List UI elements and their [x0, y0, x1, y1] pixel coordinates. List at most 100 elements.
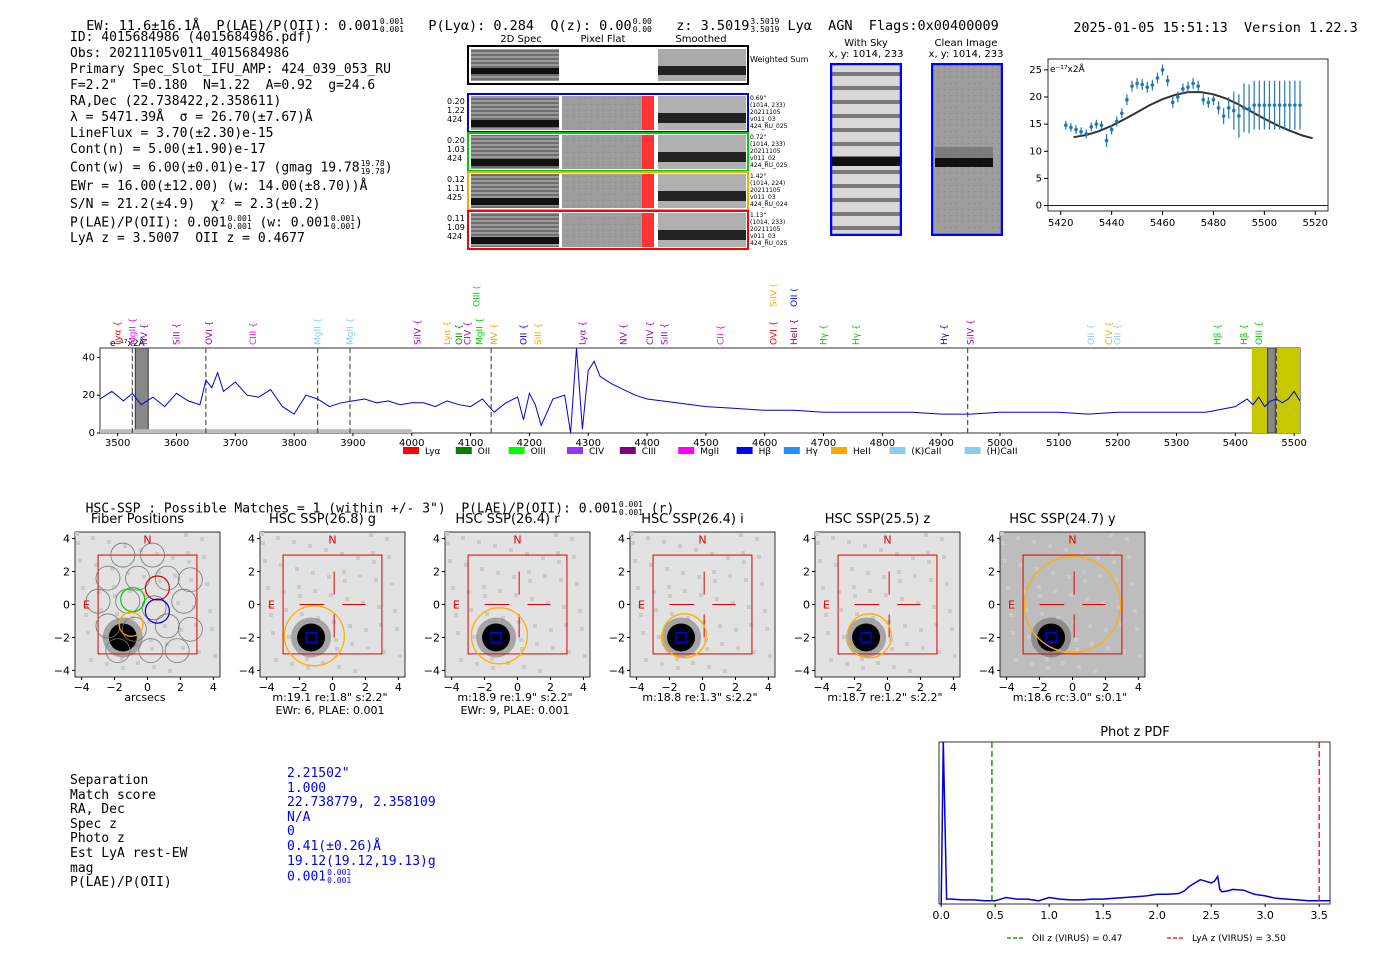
hsc-noise-pixel	[705, 647, 709, 651]
hsc-noise-pixel	[152, 665, 156, 669]
spec-legend-label: CIV	[589, 447, 605, 457]
spec-line-label: NV {	[490, 324, 500, 345]
detection-info: ID: 4015684986 (4015684986.pdf) Obs: 202…	[70, 30, 393, 247]
hsc-search-box	[282, 554, 383, 655]
cutout-2d-trace	[471, 237, 559, 244]
hsc-noise-pixel	[660, 662, 664, 666]
hsc-noise-pixel	[683, 589, 687, 593]
hsc-noise-pixel	[498, 589, 502, 593]
hsc-noise-pixel	[580, 627, 584, 631]
cutout-panel: 2D Spec Pixel Flat Smoothed Weighted Sum…	[447, 34, 809, 250]
hsc-ytick-label: −4	[239, 664, 255, 677]
clean-image	[931, 63, 1003, 236]
cutout-left-stat: 0.20	[447, 136, 465, 145]
hsc-noise-pixel	[91, 536, 95, 540]
hsc-noise-pixel	[97, 590, 101, 594]
hsc-noise-pixel	[755, 537, 759, 541]
hsc-noise-pixel	[538, 669, 542, 673]
hsc-image-background	[444, 531, 591, 678]
hsc-galaxy	[667, 623, 696, 652]
cutout-left-stat: 424	[447, 232, 462, 241]
hsc-xtick-label: 2	[362, 681, 369, 694]
hsc-noise-pixel	[636, 586, 640, 590]
zoom-data-point	[1252, 103, 1256, 107]
spec-xtick-label: 4000	[399, 438, 424, 449]
zoom-ytick-label: 25	[1030, 65, 1042, 76]
spec-legend-label: Hγ	[806, 447, 819, 457]
info-lineflux: LineFlux = 3.70(±2.30)e-15	[70, 126, 274, 141]
hsc-aperture-circle	[283, 605, 346, 667]
hsc-noise-pixel	[279, 563, 283, 567]
cutout-right-stat: (1014, 233)	[750, 102, 785, 109]
hsc-noise-pixel	[139, 548, 143, 552]
hsc-noise-pixel	[953, 654, 957, 658]
zoom-data-point	[1196, 84, 1200, 88]
hsc-panel-caption: arcsecs	[65, 691, 225, 704]
hsc-noise-pixel	[633, 559, 637, 563]
hsc-noise-pixel	[1006, 586, 1010, 590]
hsc-noise-pixel	[1067, 575, 1071, 579]
cutout-left-stat: 0.11	[447, 214, 465, 223]
hsc-aperture-circle	[1023, 555, 1122, 654]
hsc-xtick-label: 4	[765, 681, 772, 694]
zoom-data-point	[1120, 111, 1124, 116]
hsc-noise-pixel	[107, 540, 111, 544]
hsc-aperture-circle	[661, 613, 708, 659]
hsc-noise-pixel	[924, 533, 928, 537]
hsc-noise-pixel	[551, 646, 555, 650]
hsc-noise-pixel	[876, 661, 880, 665]
hsc-panel: Fiber Positions N E −4 4 −2 2 0 0 2 −2 4 −4 arcsecs	[40, 512, 225, 704]
spec-legend-swatch	[403, 447, 419, 454]
weighted-smooth-image	[658, 49, 746, 81]
hsc-noise-pixel	[583, 654, 587, 658]
hsc-noise-pixel	[570, 537, 574, 541]
hsc-noise-pixel	[512, 575, 516, 579]
full-spectrum-chart: e⁻¹⁷x2Å 3500 3600 3700 3800 3900 4000 4100 4200…	[82, 284, 1307, 457]
spec-xtick-label: 3900	[340, 438, 365, 449]
hsc-noise-pixel	[324, 548, 328, 552]
photz-xtick-label: 2.0	[1148, 909, 1166, 922]
info-contw: Cont(w) = 6.00(±0.01)e-17 (gmag 19.78 19.…	[70, 159, 393, 176]
hsc-noise-pixel	[1117, 605, 1121, 609]
match-value: N/A	[287, 809, 311, 825]
hsc-noise-pixel	[451, 586, 455, 590]
hsc-noise-pixel	[654, 608, 658, 612]
header-z: z: 3.5019	[676, 18, 750, 34]
cutout-right-stat: v011_03	[750, 194, 776, 201]
hsc-noise-pixel	[861, 666, 865, 670]
spec-line-label: CII {	[717, 325, 727, 345]
hsc-noise-pixel	[556, 551, 560, 555]
match-value: 0	[287, 824, 295, 840]
hsc-noise-pixel	[1112, 560, 1116, 564]
hsc-noise-pixel	[691, 661, 695, 665]
spec-line-label: Hβ {	[1240, 324, 1250, 345]
hsc-noise-pixel	[453, 604, 457, 608]
hsc-noise-pixel	[950, 627, 954, 631]
hsc-noise-pixel	[210, 627, 214, 631]
hsc-noise-pixel	[496, 571, 500, 575]
hsc-ytick-label: 4	[63, 533, 70, 546]
cutout-right-stat: v011_03	[750, 233, 776, 240]
photz-xtick-label: 2.5	[1202, 909, 1220, 922]
hsc-noise-pixel	[763, 609, 767, 613]
hsc-noise-pixel	[884, 593, 888, 597]
hsc-noise-pixel	[150, 647, 154, 651]
hsc-xtick-label: 0	[699, 681, 706, 694]
hsc-north-label: N	[883, 534, 891, 547]
spec-xtick-label: 3800	[281, 438, 306, 449]
hsc-xtick-label: −4	[628, 681, 644, 694]
hsc-noise-pixel	[348, 624, 352, 628]
zoom-data-point	[1181, 87, 1185, 91]
hsc-noise-pixel	[1011, 631, 1015, 635]
hsc-xtick-label: −4	[258, 681, 274, 694]
zoom-data-point	[1069, 125, 1073, 130]
cutout-left-stat: 1.03	[447, 145, 465, 154]
hsc-cutout-plot: N E −4 4 −2 2 0 0 2 −2 4 −4	[979, 531, 1146, 694]
spec-line-label: Lyα {	[443, 321, 453, 345]
hsc-caption-line1: m:18.8 re:1.3" s:2.2"	[642, 691, 758, 704]
hsc-noise-pixel	[898, 579, 902, 583]
hsc-noise-pixel	[670, 612, 674, 616]
hsc-noise-pixel	[379, 623, 383, 627]
hsc-noise-pixel	[446, 541, 450, 545]
